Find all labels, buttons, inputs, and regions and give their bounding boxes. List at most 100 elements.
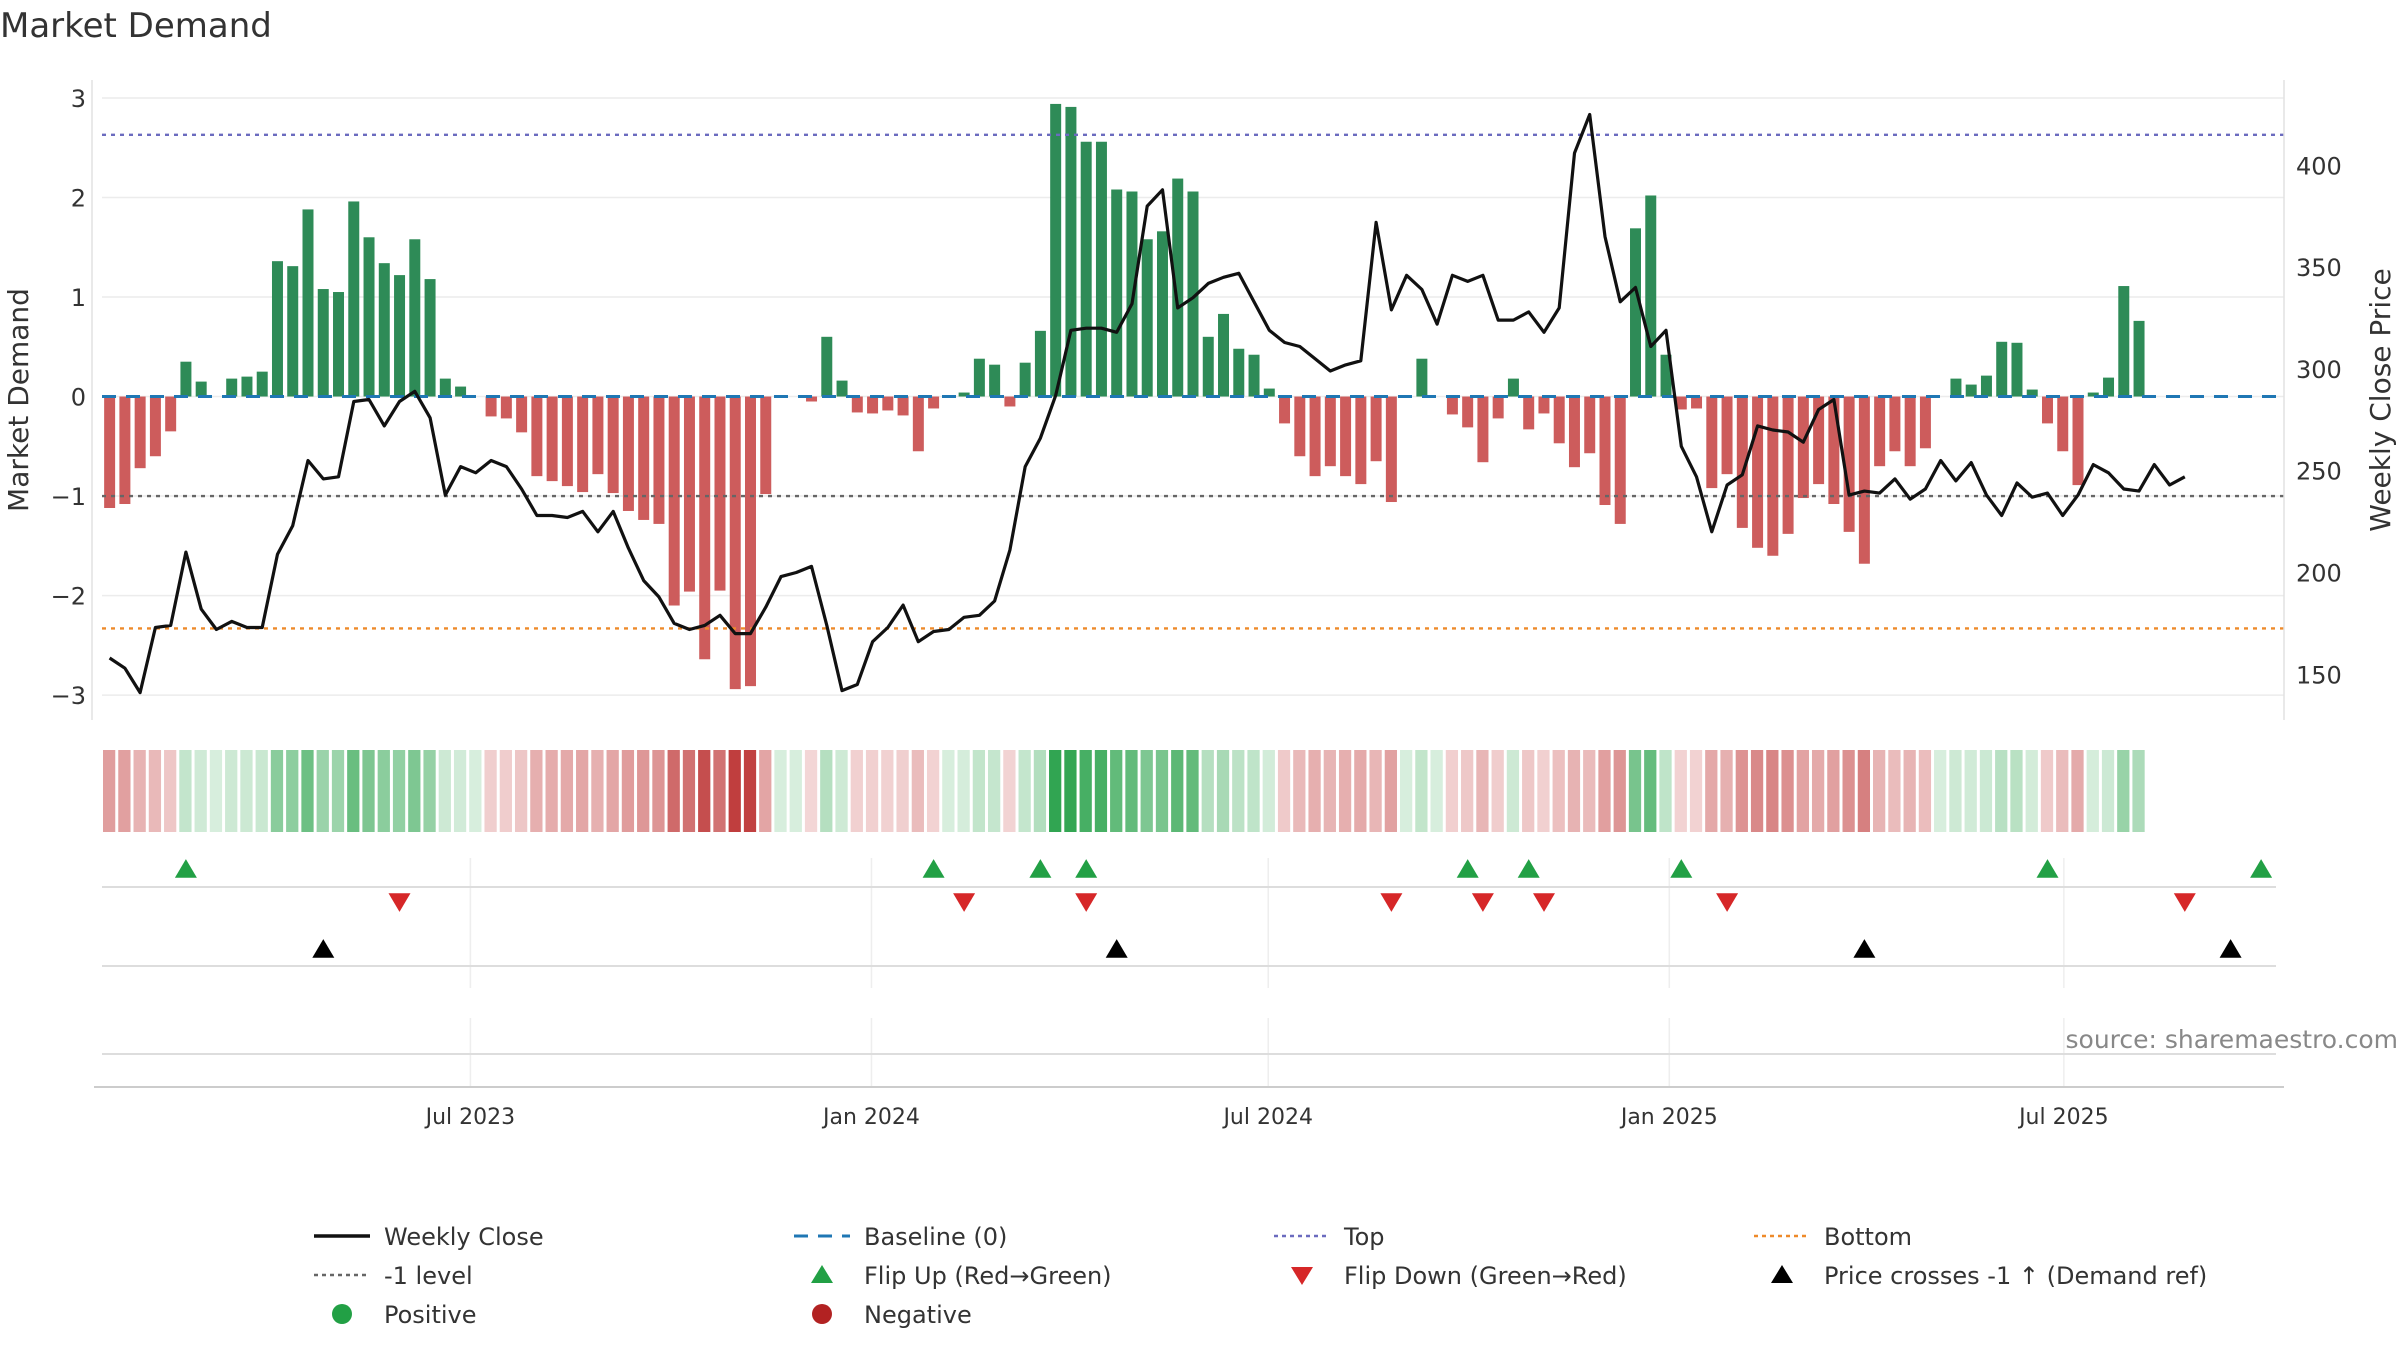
heat-cell <box>1247 750 1260 832</box>
demand-bar <box>1996 341 2008 397</box>
heat-cell <box>499 750 512 832</box>
demand-bar <box>1980 375 1992 397</box>
demand-bar <box>1034 330 1046 397</box>
demand-bar <box>668 396 680 606</box>
legend-swatch <box>332 1304 352 1324</box>
heat-cell <box>713 750 726 832</box>
heat-cell <box>270 750 284 832</box>
heat-cell <box>1384 750 1397 832</box>
demand-bar <box>973 358 985 397</box>
heat-cell <box>1811 750 1825 832</box>
demand-bar <box>195 381 207 397</box>
demand-bar <box>2011 342 2023 397</box>
flip-up-marker <box>2036 859 2059 878</box>
demand-bar <box>439 378 451 397</box>
heat-cell <box>926 750 940 832</box>
heat-cell <box>942 750 955 832</box>
demand-bar <box>1630 228 1641 397</box>
heat-cell <box>682 750 696 832</box>
demand-bar <box>714 396 726 591</box>
heat-cell <box>1369 750 1382 832</box>
heat-cell <box>728 750 741 832</box>
heat-cell <box>591 750 604 832</box>
legend-label: -1 level <box>384 1262 473 1290</box>
demand-bar <box>2133 320 2145 397</box>
left-axis-label: Market Demand <box>2 288 35 512</box>
heat-cell <box>514 750 528 832</box>
demand-bar <box>1156 231 1168 397</box>
demand-bar <box>409 239 421 397</box>
heat-cell <box>881 750 894 832</box>
demand-bar <box>1782 396 1794 534</box>
heat-cell <box>1766 750 1779 832</box>
heat-cell <box>652 750 665 832</box>
demand-bar <box>2057 396 2069 452</box>
right-tick-label: 300 <box>2296 356 2342 384</box>
demand-bar <box>1492 396 1504 419</box>
demand-bar <box>928 396 940 409</box>
right-axis-label: Weekly Close Price <box>2364 268 2397 531</box>
demand-bar <box>577 396 589 493</box>
heat-cell <box>1964 750 1977 832</box>
heat-cell <box>1201 750 1214 832</box>
heat-cell <box>1720 750 1733 832</box>
heat-cell <box>362 750 375 832</box>
price-line-layer <box>108 112 2186 695</box>
demand-bar <box>1324 396 1336 467</box>
demand-bar <box>1340 396 1352 477</box>
heat-cell <box>179 750 192 832</box>
demand-bar <box>1584 396 1596 454</box>
heat-cell <box>1796 750 1809 832</box>
demand-bar <box>653 396 665 524</box>
demand-bar <box>1462 396 1474 428</box>
legend-swatch <box>1771 1265 1793 1283</box>
price-cross-marker <box>2219 939 2242 958</box>
demand-bar <box>1218 313 1230 397</box>
heat-cell <box>1934 750 1947 832</box>
heat-cell <box>408 750 421 832</box>
heat-cell <box>1537 750 1550 832</box>
price-cross-marker <box>1853 939 1876 958</box>
demand-bar <box>119 396 131 505</box>
demand-bar <box>363 237 375 397</box>
demand-bar <box>1843 396 1855 532</box>
legend-label: Negative <box>864 1301 972 1329</box>
demand-bar <box>424 279 436 397</box>
heat-cell <box>1049 750 1062 832</box>
flip-up-marker <box>1029 859 1052 878</box>
heat-cell <box>1552 750 1565 832</box>
demand-bar <box>1370 396 1382 462</box>
demand-bar <box>882 396 894 411</box>
heat-cell <box>148 750 162 832</box>
heat-cell <box>560 750 574 832</box>
demand-bar <box>1828 396 1840 505</box>
heat-cell <box>865 750 879 832</box>
heat-cell <box>1445 750 1459 832</box>
price-cross-marker <box>1105 939 1128 958</box>
heat-cell <box>1033 750 1047 832</box>
heat-cell <box>1827 750 1840 832</box>
heat-cell <box>255 750 268 832</box>
right-tick-label: 200 <box>2296 560 2342 588</box>
heat-cell <box>576 750 589 832</box>
demand-bar <box>699 396 711 660</box>
demand-bar <box>2041 396 2053 424</box>
demand-bar <box>500 396 512 419</box>
demand-bar <box>1172 178 1184 397</box>
demand-bar <box>1416 358 1428 397</box>
legend-label: Price crosses -1 ↑ (Demand ref) <box>1824 1262 2207 1290</box>
demand-bar <box>1141 239 1153 397</box>
demand-bar <box>455 386 467 397</box>
heat-cell <box>774 750 787 832</box>
heat-cell <box>1644 750 1657 832</box>
heat-cell <box>1613 750 1626 832</box>
right-tick-label: 400 <box>2296 152 2342 180</box>
heat-cell <box>438 750 451 832</box>
heat-cell <box>789 750 802 832</box>
heat-cell <box>2117 750 2130 832</box>
heat-cell <box>103 750 116 832</box>
x-tick-label: Jul 2023 <box>424 1105 516 1130</box>
demand-bar <box>607 396 619 494</box>
heat-cell <box>1140 750 1153 832</box>
heat-cell <box>1522 750 1535 832</box>
